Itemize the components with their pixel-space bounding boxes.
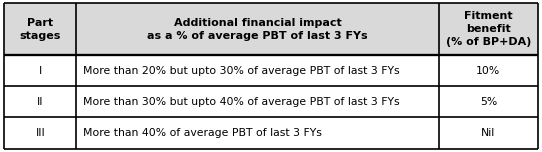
- Text: 5%: 5%: [480, 97, 497, 107]
- Text: III: III: [35, 128, 45, 138]
- Text: More than 30% but upto 40% of average PBT of last 3 FYs: More than 30% but upto 40% of average PB…: [83, 97, 399, 107]
- Text: More than 40% of average PBT of last 3 FYs: More than 40% of average PBT of last 3 F…: [83, 128, 322, 138]
- Text: Part
stages: Part stages: [20, 17, 61, 41]
- Text: 10%: 10%: [476, 66, 500, 76]
- Text: Additional financial impact
as a % of average PBT of last 3 FYs: Additional financial impact as a % of av…: [147, 17, 368, 41]
- Bar: [4, 3, 538, 55]
- Text: Fitment
benefit
(% of BP+DA): Fitment benefit (% of BP+DA): [446, 11, 531, 47]
- Text: I: I: [38, 66, 42, 76]
- Bar: [4, 55, 538, 149]
- Text: II: II: [37, 97, 43, 107]
- Text: Nil: Nil: [481, 128, 495, 138]
- Text: More than 20% but upto 30% of average PBT of last 3 FYs: More than 20% but upto 30% of average PB…: [83, 66, 399, 76]
